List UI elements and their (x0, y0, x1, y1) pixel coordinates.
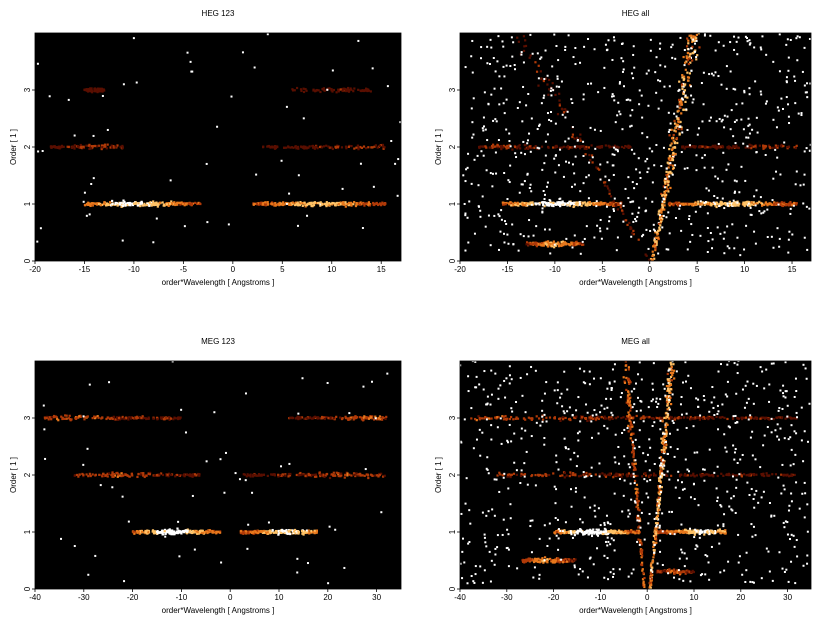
y-tick-label: 1 (23, 529, 32, 534)
x-tick-label: -20 (127, 593, 139, 602)
x-tick-label: 10 (740, 265, 749, 274)
x-tick-label: -15 (79, 265, 91, 274)
y-tick-label: 1 (448, 201, 457, 206)
y-axis-label: Order [ 1 ] (9, 129, 18, 165)
y-tick-label: 0 (23, 258, 32, 263)
y-tick-label: 2 (23, 144, 32, 149)
x-tick-label: -10 (176, 593, 188, 602)
order-band (291, 86, 372, 94)
order-band (73, 471, 201, 479)
chart-title: HEG all (622, 9, 650, 18)
order-band (655, 568, 695, 576)
order-band (239, 528, 319, 536)
chart-title: MEG 123 (201, 337, 235, 346)
order-band (288, 415, 388, 422)
order-band (496, 471, 796, 479)
order-band (131, 527, 222, 536)
y-tick-label: 1 (23, 201, 32, 206)
chart-title: MEG all (621, 337, 650, 346)
y-tick-label: 3 (23, 87, 32, 92)
event-density (36, 33, 401, 244)
x-tick-label: -40 (29, 593, 41, 602)
order-band (655, 528, 727, 536)
event-density (460, 361, 811, 589)
order-band (470, 414, 798, 423)
order-band (261, 143, 386, 151)
x-tick-label: -10 (595, 593, 607, 602)
background-events (36, 33, 401, 244)
event-density (462, 33, 811, 261)
x-axis-label: order*Wavelength [ Angstroms ] (579, 606, 692, 615)
order-band (83, 87, 106, 94)
x-tick-label: 10 (690, 593, 699, 602)
y-tick-label: 0 (23, 586, 32, 591)
y-tick-label: 0 (448, 258, 457, 263)
y-axis-label: Order [ 1 ] (434, 457, 443, 493)
x-tick-label: 10 (327, 265, 336, 274)
order-band (49, 143, 124, 151)
x-tick-label: -15 (502, 265, 514, 274)
order-band (242, 471, 386, 480)
y-tick-label: 2 (23, 472, 32, 477)
x-axis-label: order*Wavelength [ Angstroms ] (162, 278, 275, 287)
chart-title: HEG 123 (202, 9, 235, 18)
y-tick-label: 3 (448, 415, 457, 420)
x-tick-label: -30 (501, 593, 513, 602)
x-tick-label: 20 (736, 593, 745, 602)
y-tick-label: 3 (23, 415, 32, 420)
x-tick-label: -10 (549, 265, 561, 274)
x-tick-label: -5 (599, 265, 607, 274)
y-tick-label: 3 (448, 87, 457, 92)
x-tick-label: 15 (788, 265, 797, 274)
x-tick-label: -20 (548, 593, 560, 602)
order-band (43, 414, 182, 422)
order-streak (516, 35, 651, 261)
order-band (525, 240, 585, 249)
x-tick-label: 30 (783, 593, 792, 602)
x-tick-label: 5 (280, 265, 285, 274)
x-tick-label: 15 (377, 265, 386, 274)
chart-panel: HEG 123 -20 -15 -10 -5 0 5 10 15 0 1 2 3 order*Wavele… (9, 9, 402, 287)
y-tick-label: 0 (448, 586, 457, 591)
chart-panel: MEG 123 -40 -30 -20 -10 0 10 20 30 0 1 2 3 order*Wave… (9, 337, 402, 615)
x-tick-label: -10 (128, 265, 140, 274)
order-band (477, 143, 632, 151)
y-tick-label: 1 (448, 529, 457, 534)
y-axis-label: Order [ 1 ] (434, 129, 443, 165)
x-tick-label: 10 (275, 593, 284, 602)
order-streak (622, 361, 646, 589)
x-tick-label: 0 (231, 265, 236, 274)
background-events (42, 361, 389, 585)
event-density (42, 361, 389, 585)
x-tick-label: -40 (454, 593, 466, 602)
order-band (501, 200, 623, 209)
x-tick-label: -30 (78, 593, 90, 602)
x-tick-label: -20 (454, 265, 466, 274)
plot-area (460, 33, 811, 261)
background-events (460, 361, 811, 585)
x-tick-label: -20 (29, 265, 41, 274)
order-band (252, 201, 387, 208)
x-tick-label: 5 (695, 265, 700, 274)
order-streak (648, 361, 676, 589)
x-tick-label: -5 (180, 265, 188, 274)
x-axis-label: order*Wavelength [ Angstroms ] (162, 606, 275, 615)
chart-panel: HEG all -20 -15 -10 -5 0 5 10 15 0 1 2 3 order*Wavele… (434, 9, 812, 287)
x-tick-label: 0 (228, 593, 233, 602)
x-tick-label: 20 (323, 593, 332, 602)
x-axis-label: order*Wavelength [ Angstroms ] (579, 278, 692, 287)
y-axis-label: Order [ 1 ] (9, 457, 18, 493)
x-tick-label: 0 (645, 593, 650, 602)
order-band (667, 200, 798, 209)
y-tick-label: 2 (448, 472, 457, 477)
background-events (462, 33, 811, 257)
chart-panel: MEG all -40 -30 -20 -10 0 10 20 30 0 1 2 3 order*Wave… (434, 337, 812, 615)
x-tick-label: 30 (372, 593, 381, 602)
order-band (83, 199, 202, 208)
y-tick-label: 2 (448, 144, 457, 149)
x-tick-label: 0 (648, 265, 653, 274)
